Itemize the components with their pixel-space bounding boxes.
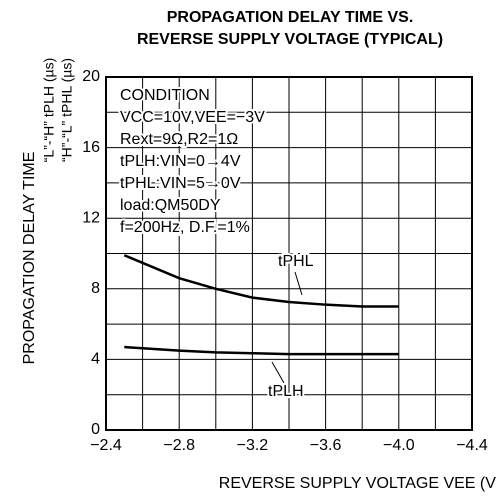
condition-text: f=200Hz, D.F.=1% [120, 219, 250, 236]
condition-text: tPHL:VIN=5→0V [120, 175, 241, 192]
y-axis-label: “H”-“L” tPHL (µs) [59, 58, 75, 162]
y-tick-label: 16 [82, 139, 100, 156]
chart-title: REVERSE SUPPLY VOLTAGE (TYPICAL) [137, 31, 443, 48]
curve-label: tPLH [268, 383, 304, 400]
condition-text: CONDITION [120, 87, 210, 104]
y-tick-label: 12 [82, 209, 100, 226]
curve-label: tPHL [278, 253, 314, 270]
curve [124, 345, 399, 356]
x-tick-label: −2.4 [90, 437, 122, 454]
leader-line [271, 361, 285, 384]
y-tick-label: 0 [91, 421, 100, 438]
y-tick-label: 4 [91, 351, 100, 368]
y-tick-label: 20 [82, 68, 100, 85]
y-axis-label: “L”-“H” tPLH (µs) [41, 58, 57, 163]
condition-text: Rext=9Ω,R2=1Ω [120, 131, 238, 148]
x-tick-label: −3.6 [310, 437, 342, 454]
x-tick-label: −2.8 [163, 437, 195, 454]
y-tick-label: 8 [91, 280, 100, 297]
y-axis-label: PROPAGATION DELAY TIME [21, 152, 38, 365]
x-tick-label: −3.2 [237, 437, 269, 454]
condition-text: tPLH:VIN=0→4V [120, 153, 241, 170]
condition-text: load:QM50DY [120, 197, 221, 214]
x-tick-label: −4.4 [456, 437, 488, 454]
chart-title: PROPAGATION DELAY TIME VS. [167, 9, 414, 26]
leader-line [294, 271, 303, 296]
condition-text: VCC=10V,VEE=−3V [120, 109, 265, 126]
plot-frame [105, 76, 473, 431]
x-tick-label: −4.0 [383, 437, 415, 454]
x-axis-label: REVERSE SUPPLY VOLTAGE VEE (V) [219, 475, 496, 492]
curve [123, 254, 399, 308]
